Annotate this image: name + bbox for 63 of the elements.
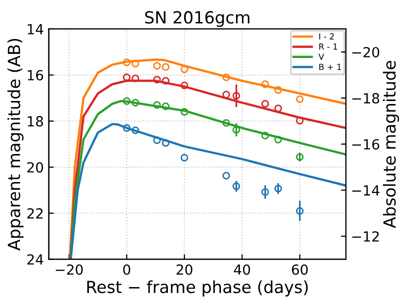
point bbox=[122, 74, 131, 82]
y2-tick-label: −12 bbox=[352, 231, 379, 242]
point bbox=[162, 102, 170, 110]
point bbox=[222, 119, 230, 127]
y-tick-label: 22 bbox=[27, 208, 43, 218]
x-tick-label: 60 bbox=[292, 264, 308, 275]
y-axis-title: Apparent magnitude (AB) bbox=[7, 38, 24, 251]
point bbox=[122, 58, 131, 66]
point bbox=[180, 108, 188, 116]
y2-tick-label: −14 bbox=[352, 185, 380, 196]
point bbox=[180, 82, 188, 90]
y2-tick-label: −18 bbox=[352, 93, 380, 104]
legend-label: I - 2 bbox=[319, 33, 334, 40]
point bbox=[153, 62, 161, 70]
y-tick-label: 16 bbox=[28, 70, 44, 81]
point bbox=[132, 98, 140, 106]
point bbox=[180, 154, 188, 162]
legend-label: R - 1 bbox=[319, 44, 338, 50]
y-tick-label: 20 bbox=[27, 162, 44, 173]
x-tick-label: −20 bbox=[56, 264, 83, 275]
point bbox=[232, 126, 240, 134]
point bbox=[261, 100, 269, 108]
point bbox=[274, 104, 282, 112]
point bbox=[274, 86, 282, 94]
point bbox=[232, 182, 240, 190]
point bbox=[122, 124, 131, 132]
x-axis-title: Rest − frame phase (days) bbox=[87, 280, 308, 296]
point bbox=[222, 90, 230, 98]
x-tick-label: 0 bbox=[123, 264, 130, 275]
point bbox=[296, 153, 304, 161]
x-tick-label: 40 bbox=[234, 264, 250, 275]
y-tick-label: 18 bbox=[28, 116, 44, 127]
point bbox=[162, 139, 170, 147]
legend-label: B + 1 bbox=[319, 64, 342, 70]
legend-label: V bbox=[318, 54, 324, 60]
y2-axis-title: Absolute magnitude bbox=[382, 60, 400, 228]
point bbox=[122, 97, 131, 105]
point bbox=[222, 172, 230, 180]
point bbox=[296, 95, 304, 104]
point bbox=[261, 132, 269, 140]
y2-tick-label: −20 bbox=[352, 46, 380, 58]
point bbox=[261, 80, 269, 88]
point bbox=[153, 76, 161, 84]
point bbox=[274, 184, 282, 192]
point bbox=[274, 136, 282, 144]
point bbox=[180, 65, 188, 74]
y-tick-label: 24 bbox=[27, 254, 44, 265]
point bbox=[132, 126, 140, 134]
point bbox=[132, 74, 140, 82]
point bbox=[162, 63, 170, 71]
point bbox=[222, 74, 230, 82]
y-tick-label: 14 bbox=[28, 24, 44, 34]
point bbox=[232, 92, 240, 100]
point bbox=[261, 188, 269, 196]
point bbox=[153, 136, 161, 144]
x-tick-label: 20 bbox=[176, 264, 192, 275]
point bbox=[162, 76, 170, 85]
point bbox=[296, 207, 304, 215]
y2-tick-label: −16 bbox=[352, 139, 380, 150]
point bbox=[296, 116, 304, 124]
point bbox=[153, 101, 161, 109]
chart-title: SN 2016gcm bbox=[145, 11, 250, 27]
point bbox=[132, 60, 140, 68]
